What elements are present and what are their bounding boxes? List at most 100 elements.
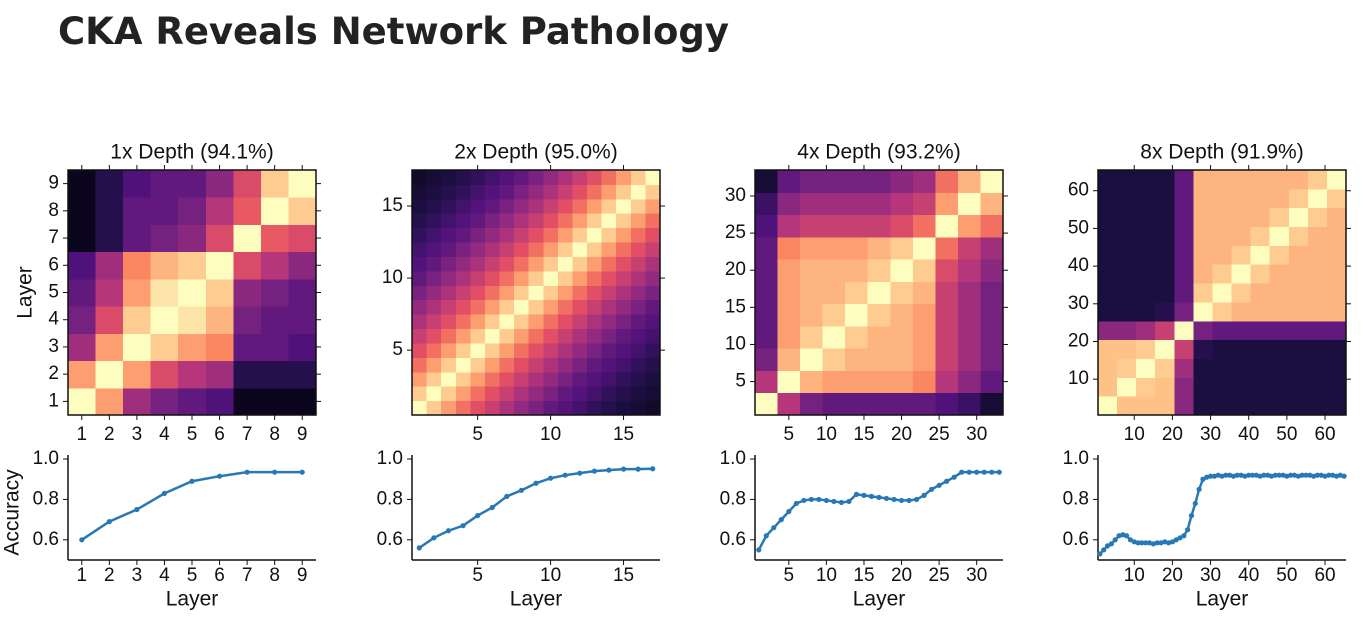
heatmap-cell [645, 285, 661, 301]
x-tick-label: 2 [104, 565, 115, 586]
heatmap-cell [484, 213, 501, 229]
point [1143, 540, 1149, 546]
heatmap-cell [1269, 245, 1290, 265]
heatmap-cell [890, 303, 914, 327]
heatmap-cell [1117, 207, 1137, 228]
x-axis-label: Layer [510, 588, 563, 611]
point [1124, 533, 1130, 539]
heatmap-cell [470, 198, 486, 214]
heatmap-cell [800, 214, 824, 238]
heatmap-cell [557, 400, 573, 416]
heatmap-cell [630, 342, 646, 358]
heatmap-cell [587, 371, 603, 387]
heatmap-cell [630, 170, 646, 185]
heatmap-cell [514, 270, 530, 286]
heatmap-cell [543, 213, 559, 229]
point [823, 497, 829, 504]
heatmap-cell [890, 325, 914, 349]
heatmap-cell [514, 386, 530, 402]
heatmap-cell [288, 170, 317, 198]
point [1173, 537, 1179, 543]
heatmap-cell [288, 278, 317, 307]
heatmap-cell [178, 278, 207, 307]
heatmap-cell [572, 314, 588, 330]
heatmap-cell [412, 299, 428, 315]
heatmap-cell [260, 278, 289, 307]
heatmap-cell [455, 386, 471, 402]
heatmap-cell [1250, 264, 1271, 284]
heatmap-cell [1212, 188, 1233, 209]
point [577, 470, 583, 476]
heatmap-cell [1250, 396, 1271, 416]
heatmap-cell [150, 197, 179, 225]
point [1303, 472, 1309, 478]
x-tick-label: 15 [613, 565, 634, 586]
heatmap-cell [616, 242, 632, 257]
heatmap-cell [178, 387, 207, 416]
y-tick-label: 5 [392, 339, 403, 360]
y-tick-label: 20 [1068, 331, 1089, 352]
heatmap-cell [1288, 320, 1309, 341]
heatmap-cell [587, 242, 603, 257]
heatmap-cell [777, 170, 801, 193]
heatmap-cell [1288, 207, 1309, 228]
heatmap-cell [1250, 226, 1271, 246]
point [489, 504, 495, 511]
heatmap-cell [1231, 320, 1252, 341]
heatmap-cell [470, 386, 486, 402]
heatmap-cell [587, 357, 603, 373]
x-tick-label: 15 [853, 565, 874, 586]
point [816, 496, 822, 503]
heatmap-cell [470, 242, 486, 257]
heatmap-cell [601, 357, 617, 373]
heatmap-cell [288, 333, 317, 362]
x-tick-label: 50 [1276, 424, 1297, 445]
y-tick-label: 4 [48, 309, 59, 330]
heatmap-cell [572, 170, 588, 185]
heatmap-cell [1326, 283, 1347, 303]
heatmap-cell [1155, 301, 1175, 322]
heatmap-cell [412, 357, 428, 373]
heatmap-cell [499, 285, 515, 301]
heatmap-cell [616, 285, 632, 301]
heatmap-cell [484, 242, 501, 257]
heatmap-cell [412, 342, 428, 358]
heatmap-cell [572, 400, 588, 416]
heatmap-cell [1250, 301, 1271, 322]
heatmap-cell [68, 278, 97, 307]
point [944, 478, 950, 484]
heatmap-cell [543, 227, 559, 243]
heatmap-cell [528, 371, 544, 387]
heatmap-cell [1193, 226, 1213, 246]
heatmap-cell [572, 371, 588, 387]
heatmap-cell [514, 170, 530, 185]
heatmap-cell [1155, 358, 1175, 378]
heatmap-cell [1212, 301, 1233, 322]
heatmap-cell [1307, 264, 1328, 284]
heatmap-cell [1174, 188, 1194, 209]
heatmap-cell [1288, 170, 1309, 190]
heatmap-cell [150, 360, 179, 389]
heatmap-cell [777, 303, 801, 327]
heatmap-cell [412, 314, 428, 330]
heatmap-cell [1174, 396, 1194, 416]
x-tick-label: 5 [784, 565, 795, 586]
heatmap-cell [426, 299, 442, 315]
heatmap-cell [890, 370, 914, 394]
heatmap-cell [543, 314, 559, 330]
heatmap-cell [867, 325, 891, 349]
heatmap-cell [630, 328, 646, 344]
frame [754, 169, 1004, 416]
heatmap-cell [499, 342, 515, 358]
heatmap-cell [1136, 320, 1156, 341]
heatmap-cell [800, 259, 824, 282]
heatmap-cell [935, 281, 959, 305]
heatmap-cell [233, 224, 262, 253]
point [460, 523, 466, 529]
heatmap-cell [630, 213, 646, 229]
heatmap-cell [205, 224, 234, 253]
y-tick-label: 25 [725, 222, 746, 243]
heatmap-cell [1117, 264, 1137, 284]
x-tick-label: 10 [816, 565, 837, 586]
heatmap-cell [150, 170, 179, 198]
